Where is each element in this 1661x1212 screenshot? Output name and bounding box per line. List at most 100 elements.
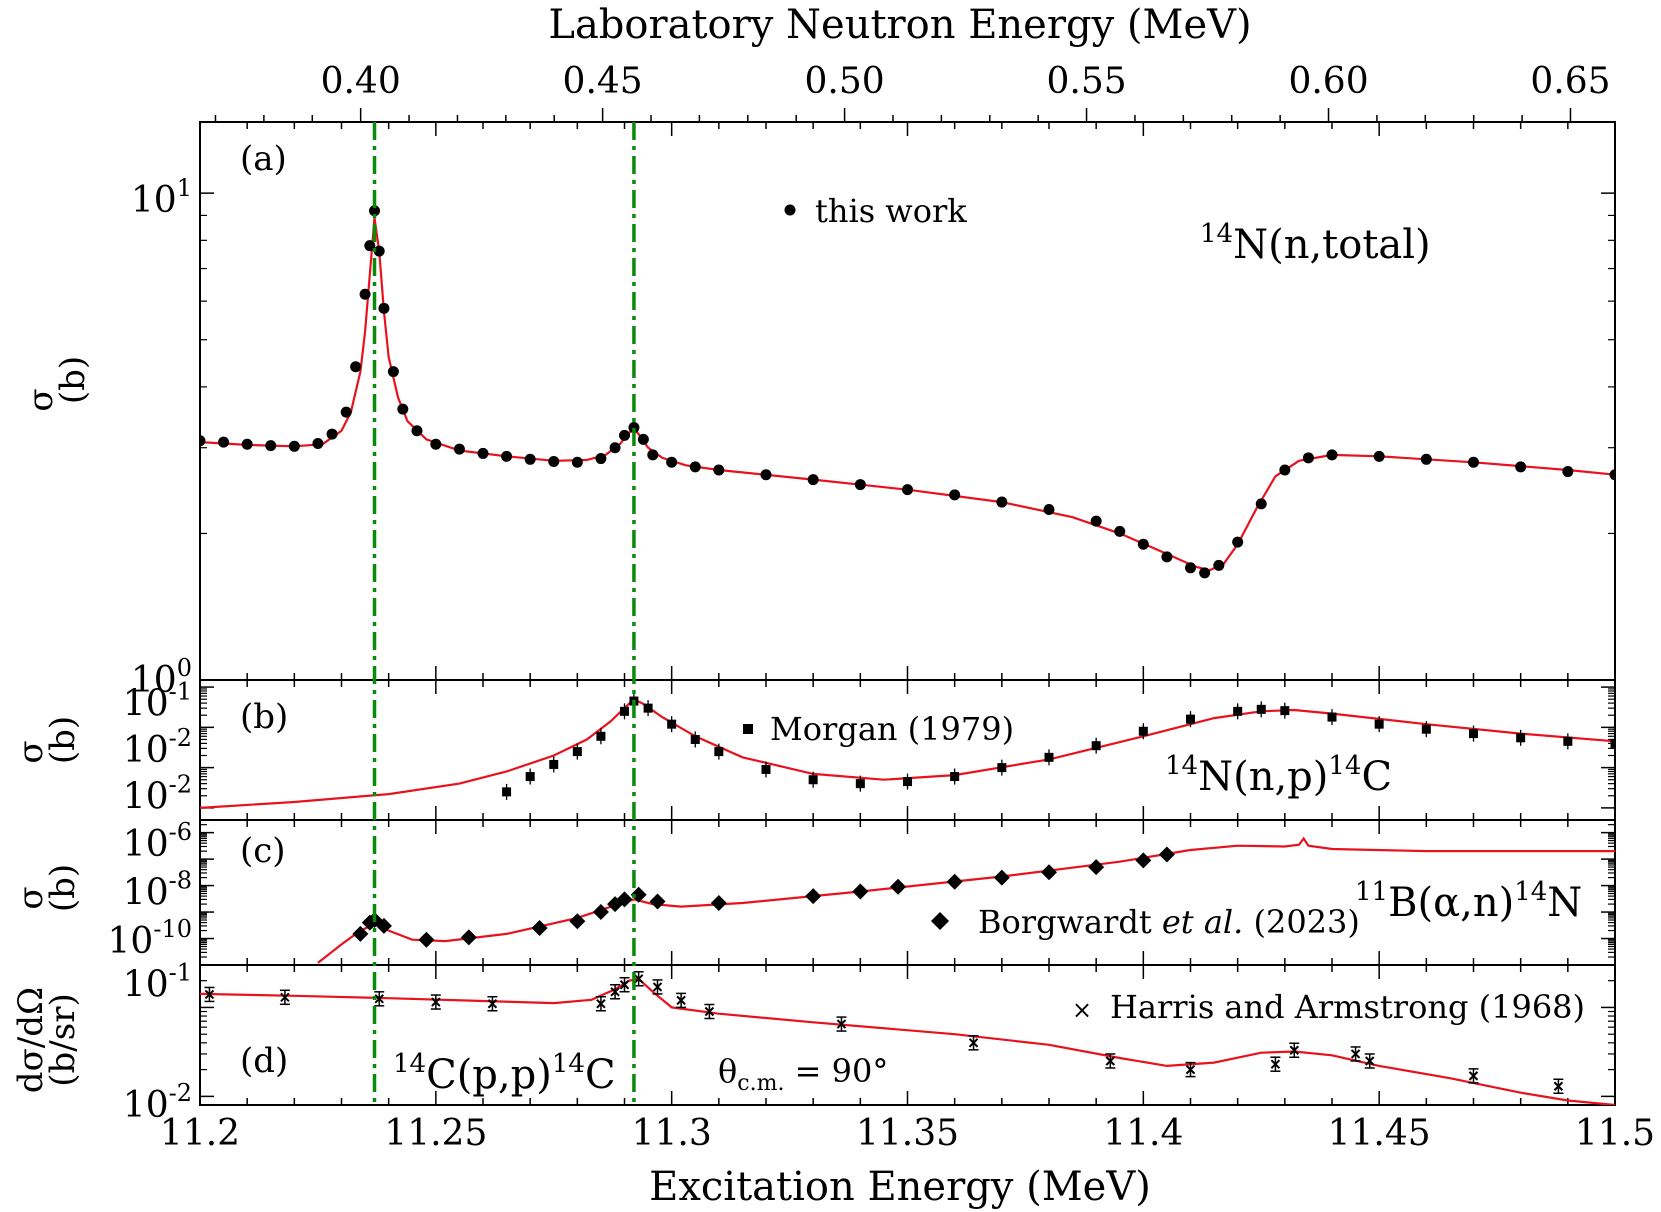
- bottom-tick-label: 11.45: [1328, 1113, 1431, 1154]
- ytick-exp: -2: [169, 724, 192, 752]
- panel-a-data-point: [619, 429, 630, 441]
- panel-a-data-point: [369, 205, 381, 217]
- panel-c-data-point: [805, 888, 822, 905]
- panel-b-plot-area: [200, 693, 1615, 809]
- panel-b-data-point: [572, 747, 582, 757]
- panel-c-data-point: [890, 878, 907, 895]
- panel-c-data-point: [1158, 846, 1175, 863]
- panel-a-data-point: [1090, 515, 1102, 527]
- panel-b-data-point: [903, 777, 912, 787]
- panel-a-data-point: [1213, 559, 1225, 571]
- panel-a-data-point: [854, 479, 866, 491]
- reaction-c-sup2: 14: [1514, 877, 1547, 907]
- panel-a-data-point: [1468, 456, 1479, 468]
- reaction-c: 11B(α,n)14N: [1355, 877, 1582, 926]
- ytick-base: 10: [123, 873, 169, 914]
- panel-d-data-point: [1553, 1081, 1564, 1091]
- panel-b-data-point: [1327, 712, 1337, 722]
- panel-c-ytick-label: 10-6: [123, 818, 192, 865]
- ylabel-a: σ: [21, 388, 61, 411]
- legend-a-text: this work: [815, 192, 967, 230]
- bottom-tick-label: 11.35: [856, 1113, 959, 1154]
- panel-d-data-point: [836, 1019, 847, 1029]
- ytick-base: 10: [123, 1085, 169, 1126]
- reaction-b-body2: C: [1361, 754, 1392, 800]
- panel-d-data-point: [1468, 1071, 1479, 1081]
- bottom-tick-label: 11.5: [1575, 1113, 1655, 1154]
- panel-a-fit-line: [200, 217, 1615, 572]
- panel-a-data-point: [501, 450, 513, 462]
- panel-a-data-point: [996, 496, 1008, 508]
- panel-a-data-point: [364, 240, 376, 252]
- legend-d-text: Harris and Armstrong (1968): [1110, 988, 1585, 1026]
- reaction-b-body1: N(n,p): [1198, 754, 1328, 800]
- panel-d-data-point: [596, 999, 606, 1009]
- panel-b-data-point: [620, 706, 629, 716]
- panel-d-data-point: [676, 995, 686, 1006]
- top-tick-label: 0.60: [1288, 61, 1368, 102]
- angle-theta: θ: [718, 1052, 737, 1090]
- bottom-tick-label: 11.25: [384, 1113, 487, 1154]
- panel-b-data-point: [1563, 736, 1573, 746]
- reaction-c-body2: N: [1547, 880, 1582, 926]
- angle-sub: c.m.: [737, 1071, 784, 1096]
- top-axis-ticks: 0.40 0.45 0.50 0.55 0.60 0.65: [214, 61, 1611, 122]
- panel-a-plot-area: [200, 205, 1615, 579]
- panel-b-data-point: [643, 703, 653, 713]
- panel-a-data-point: [241, 438, 253, 450]
- panel-b-data-point: [1138, 726, 1148, 736]
- panel-a-data-point: [902, 484, 913, 496]
- panel-c-data-point: [569, 913, 586, 930]
- ytick-exp: -2: [169, 771, 192, 799]
- panel-b-data-point: [714, 747, 724, 757]
- panel-b-label: (b): [240, 697, 288, 737]
- ytick-exp: 0: [177, 654, 192, 682]
- panel-d-data-point: [652, 982, 663, 992]
- legend-c-marker: [931, 912, 949, 930]
- panel-b-data-point: [525, 772, 535, 782]
- reaction-c-sup1: 11: [1355, 877, 1388, 907]
- panel-b-data-point: [1374, 719, 1384, 729]
- panel-c-data-point: [1088, 859, 1105, 876]
- panel-d-data-point: [1185, 1064, 1196, 1075]
- panel-a-data-point: [689, 461, 701, 473]
- legend-d-marker: ×: [1072, 996, 1092, 1024]
- panel-b-data-point: [502, 787, 512, 797]
- panel-a-data-point: [628, 422, 640, 434]
- panel-c-label: (c): [240, 831, 286, 871]
- panel-a-data-point: [637, 433, 649, 445]
- ytick-exp: 1: [177, 174, 192, 202]
- panel-a-data-point: [200, 435, 206, 447]
- ytick-exp: -10: [153, 915, 192, 943]
- panel-a-data-point: [713, 464, 725, 476]
- panel-d-data-point: [1289, 1045, 1299, 1055]
- panel-b-data-point: [1091, 741, 1101, 751]
- panel-a-ytick-label: 100: [131, 654, 192, 701]
- reaction-d-body2: C: [585, 1052, 616, 1098]
- panel-a-data-point: [265, 440, 277, 452]
- panel-a-data-point: [609, 442, 621, 454]
- panel-b-frame: [199, 679, 1616, 821]
- panel-a-data-point: [312, 438, 324, 450]
- ytick-base: 10: [131, 660, 177, 701]
- legend-c-text: Borgwardt et al. (2023): [978, 903, 1360, 941]
- panel-b-data-point: [1186, 714, 1195, 724]
- bottom-axis-ticks: 11.2 11.25 11.3 11.35 11.4 11.45 11.5: [160, 1113, 1655, 1154]
- panel-a-label: (a): [240, 139, 287, 179]
- legend-b-marker: [743, 724, 753, 734]
- yunit-d: (b/sr): [43, 993, 83, 1086]
- panel-c-ytick-label: 10-10: [108, 915, 192, 962]
- panel-a-data-point: [1373, 450, 1385, 462]
- panel-a-data-point: [1302, 452, 1314, 464]
- panel-c-plot-area: [317, 836, 1615, 964]
- panel-d-data-point: [610, 987, 620, 997]
- panel-a-data-point: [326, 428, 338, 440]
- panel-c-ytick-label: 10-8: [123, 867, 192, 914]
- panel-c-data-point: [630, 886, 647, 903]
- legend-a-marker: [784, 204, 796, 216]
- panel-d-data-point: [968, 1038, 979, 1048]
- panel-d-data-point: [431, 997, 441, 1007]
- reaction-b-sup1: 14: [1165, 751, 1198, 781]
- reaction-a-body: N(n,total): [1233, 222, 1431, 268]
- reaction-a-sup: 14: [1200, 219, 1233, 249]
